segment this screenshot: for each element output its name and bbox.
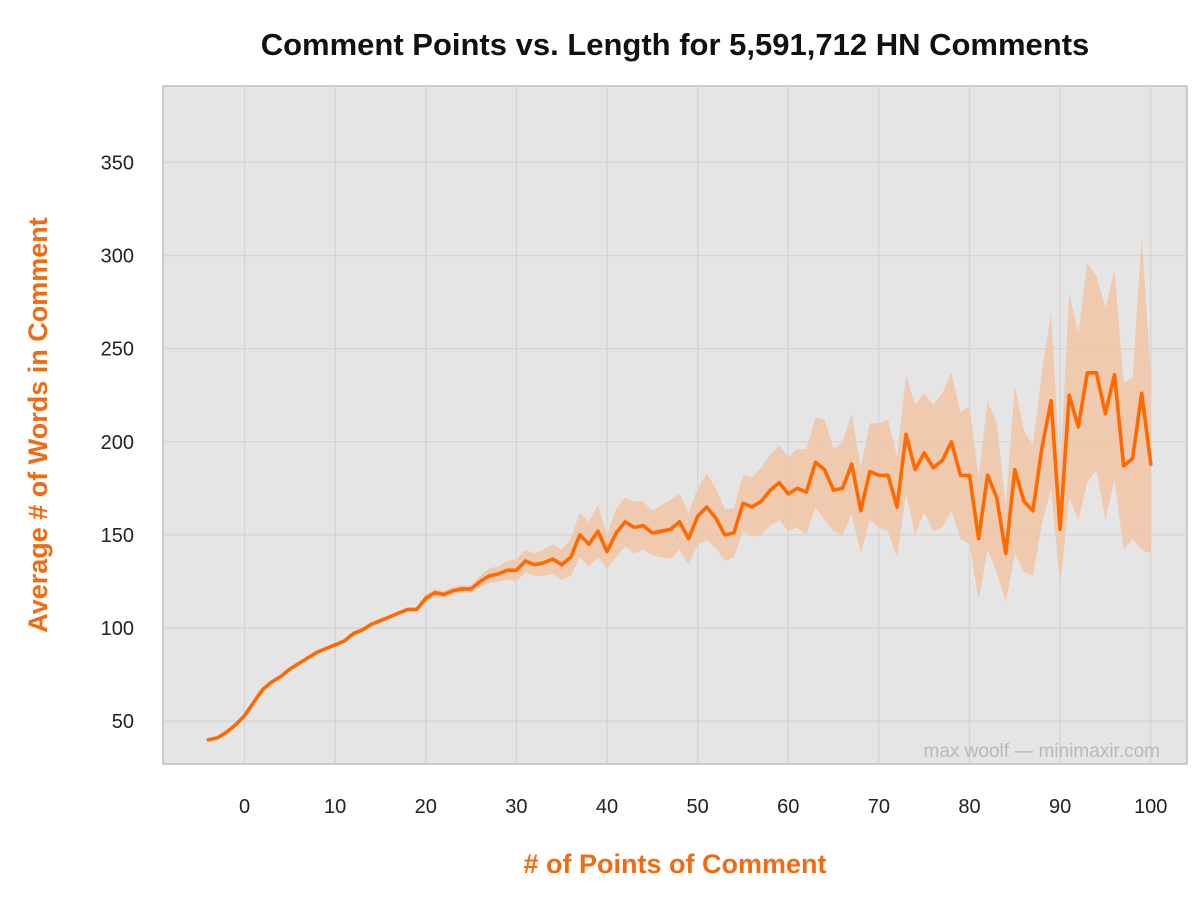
y-axis-ticks: 50 100 150 200 250 300 350 — [101, 152, 134, 733]
watermark: max woolf — minimaxir.com — [924, 741, 1161, 762]
y-tick-label: 350 — [101, 152, 134, 174]
y-tick-label: 50 — [112, 711, 134, 733]
x-axis-ticks: 0 10 20 30 40 50 60 70 80 90 100 — [239, 796, 1167, 818]
y-axis-label: Average # of Words in Comment — [23, 217, 53, 633]
series-line — [206, 370, 1153, 742]
y-tick-label: 300 — [101, 246, 134, 268]
x-tick-label: 40 — [596, 796, 618, 818]
x-tick-label: 100 — [1134, 796, 1167, 818]
x-tick-label: 20 — [415, 796, 437, 818]
series-line-group — [206, 370, 1153, 742]
x-tick-label: 0 — [239, 796, 250, 818]
x-tick-label: 90 — [1049, 796, 1071, 818]
y-tick-label: 200 — [101, 432, 134, 454]
x-tick-label: 50 — [687, 796, 709, 818]
x-tick-label: 80 — [958, 796, 980, 818]
chart-title: Comment Points vs. Length for 5,591,712 … — [261, 27, 1090, 62]
x-tick-label: 60 — [777, 796, 799, 818]
x-axis-label: # of Points of Comment — [524, 849, 827, 879]
confidence-band-area — [208, 236, 1151, 740]
confidence-band — [208, 236, 1151, 740]
x-tick-label: 70 — [868, 796, 890, 818]
plot-panel — [162, 85, 1188, 765]
y-tick-label: 250 — [101, 339, 134, 361]
y-tick-label: 150 — [101, 525, 134, 547]
y-tick-label: 100 — [101, 618, 134, 640]
x-tick-label: 30 — [505, 796, 527, 818]
x-tick-label: 10 — [324, 796, 346, 818]
